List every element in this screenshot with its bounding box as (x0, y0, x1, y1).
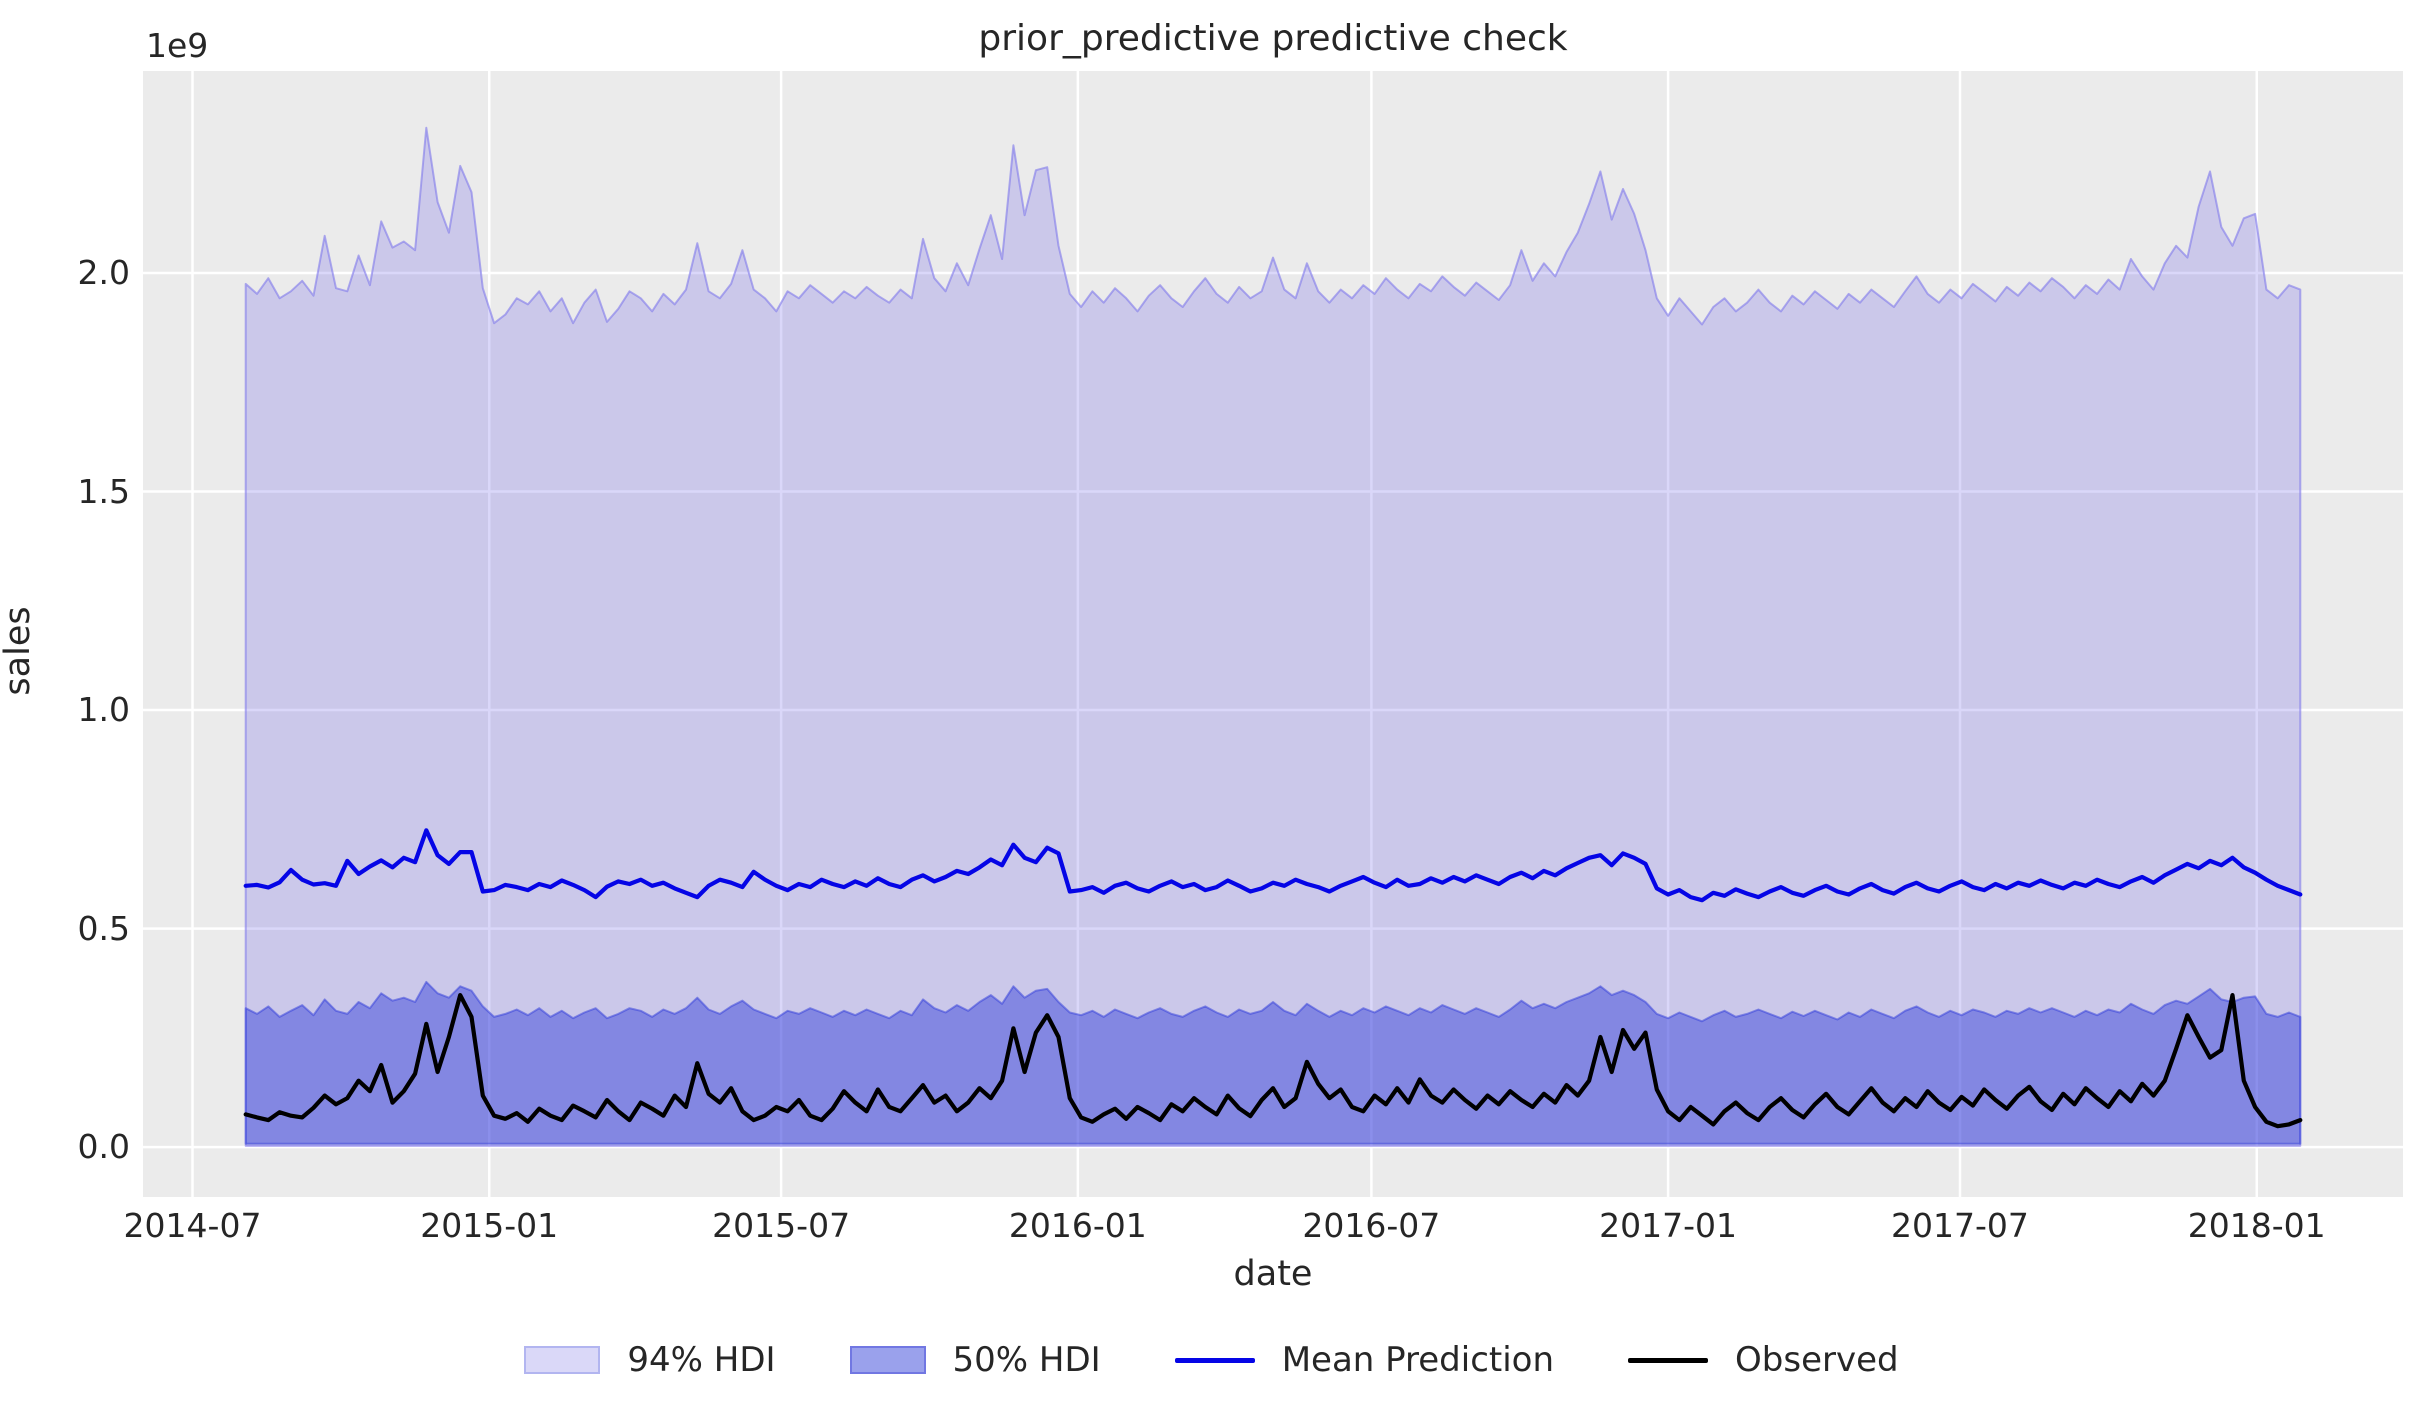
y-tick-label: 1.5 (77, 471, 130, 511)
x-tick-label: 2017-07 (1891, 1206, 2029, 1245)
y-tick-label: 1.0 (77, 690, 130, 730)
y-tick-label: 2.0 (77, 252, 130, 292)
x-tick-label: 2017-01 (1599, 1206, 1738, 1245)
y-axis-offset-label: 1e9 (146, 26, 209, 65)
y-axis-label: sales (0, 606, 38, 696)
x-tick-label: 2016-01 (1008, 1206, 1147, 1245)
mean-prediction-line (243, 828, 2303, 903)
observed-line (243, 992, 2303, 1129)
legend-label-50-hdi: 50% HDI (952, 1340, 1101, 1380)
hdi-94-swatch-icon (524, 1346, 601, 1374)
y-tick-label: 0.5 (77, 908, 130, 948)
mean-prediction-line-icon (1174, 1357, 1255, 1363)
legend-item-observed: Observed (1628, 1340, 1899, 1380)
legend: 94% HDI 50% HDI Mean Prediction Observed (0, 1340, 2423, 1380)
y-tick-label: 0.0 (77, 1127, 130, 1167)
chart-title: prior_predictive predictive check (978, 18, 1568, 59)
legend-item-94-hdi: 94% HDI (524, 1340, 776, 1380)
x-tick-label: 2015-01 (420, 1206, 559, 1245)
x-tick-label: 2015-07 (712, 1206, 851, 1245)
legend-item-50-hdi: 50% HDI (849, 1340, 1101, 1380)
hdi-50-swatch-icon (849, 1346, 926, 1374)
x-tick-label: 2018-01 (2187, 1206, 2326, 1245)
observed-line-icon (1628, 1357, 1709, 1363)
legend-item-mean-prediction: Mean Prediction (1174, 1340, 1555, 1380)
x-tick-label: 2014-07 (123, 1206, 262, 1245)
legend-label-observed: Observed (1735, 1340, 1899, 1380)
x-tick-label: 2016-07 (1302, 1206, 1441, 1245)
x-axis-label: date (1233, 1254, 1313, 1294)
legend-label-94-hdi: 94% HDI (627, 1340, 776, 1380)
legend-label-mean-prediction: Mean Prediction (1281, 1340, 1555, 1380)
plot-area (143, 71, 2403, 1197)
